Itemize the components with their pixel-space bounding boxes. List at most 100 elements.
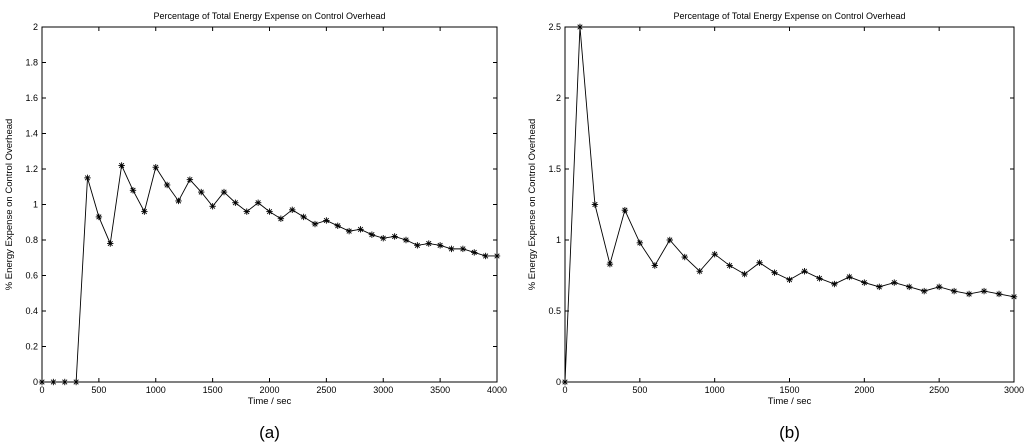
data-point-marker [681, 253, 688, 261]
x-tick-label: 1000 [705, 385, 725, 395]
data-point-marker [621, 206, 629, 214]
data-point-marker [107, 240, 114, 247]
x-tick-label: 2500 [929, 385, 949, 395]
figure-caption: (b) [779, 423, 800, 442]
data-point-marker [61, 378, 68, 386]
data-point-marker [606, 260, 614, 268]
data-point-marker [995, 290, 1003, 298]
plot-frame [41, 26, 498, 383]
chart-title: Percentage of Total Energy Expense on Co… [674, 11, 906, 21]
data-point-marker [801, 268, 808, 275]
data-point-marker [266, 208, 273, 215]
x-tick-label: 500 [632, 385, 647, 395]
x-tick-label: 3500 [430, 385, 450, 395]
x-tick-label: 3000 [373, 385, 393, 395]
figure-caption: (a) [259, 423, 280, 442]
data-point-marker [289, 206, 296, 214]
data-point-marker [163, 181, 171, 189]
x-tick-label: 500 [91, 385, 106, 395]
data-point-marker [921, 287, 928, 295]
y-tick-label: 0.4 [25, 306, 38, 316]
x-tick-label: 3000 [1004, 385, 1024, 395]
data-point-marker [402, 236, 410, 244]
data-point-marker [220, 188, 228, 196]
data-point-marker [198, 188, 205, 196]
data-point-marker [323, 217, 330, 224]
y-tick-label: 0.6 [25, 271, 38, 281]
y-axis-label: % Energy Expense on Control Overhead [4, 119, 15, 291]
data-point-marker [72, 378, 80, 386]
y-tick-label: 2.5 [548, 22, 561, 32]
chart-title: Percentage of Total Energy Expense on Co… [154, 11, 386, 21]
x-axis-label: Time / sec [768, 396, 812, 407]
y-tick-label: 1 [556, 235, 561, 245]
y-tick-label: 2 [556, 93, 561, 103]
data-point-marker [591, 201, 599, 208]
data-point-marker [876, 283, 883, 291]
y-tick-label: 2 [33, 22, 38, 32]
data-point-marker [711, 251, 718, 258]
data-point-marker [576, 23, 584, 31]
y-axis-label: % Energy Expense on Control Overhead [527, 119, 538, 291]
data-point-marker [696, 268, 703, 275]
y-tick-label: 0 [33, 377, 38, 387]
y-tick-label: 1.5 [548, 164, 561, 174]
data-point-marker [846, 273, 853, 281]
data-point-marker [95, 213, 103, 221]
y-tick-label: 0 [556, 377, 561, 387]
x-tick-label: 2500 [316, 385, 336, 395]
data-point-marker [861, 279, 868, 286]
data-point-marker [980, 287, 988, 295]
data-point-marker [471, 249, 478, 256]
data-point-marker [368, 231, 376, 238]
data-point-marker [561, 378, 569, 386]
data-point-marker [118, 162, 125, 169]
x-tick-label: 2000 [854, 385, 874, 395]
x-tick-label: 1000 [146, 385, 166, 395]
data-point-marker [232, 199, 239, 206]
data-point-marker [186, 176, 194, 183]
data-point-marker [334, 222, 341, 229]
x-axis-label: Time / sec [248, 396, 292, 407]
data-point-marker [243, 208, 250, 215]
data-point-marker [391, 233, 398, 240]
data-point-marker [380, 235, 387, 242]
data-point-marker [84, 174, 91, 182]
x-tick-label: 1500 [203, 385, 223, 395]
data-point-marker [425, 240, 432, 247]
data-point-marker [741, 270, 748, 278]
data-point-marker [950, 287, 958, 295]
data-point-marker [414, 242, 421, 249]
data-point-marker [965, 290, 973, 298]
series-line [42, 163, 497, 383]
y-tick-label: 0.8 [25, 235, 38, 245]
data-point-marker [935, 283, 943, 291]
data-point-marker [1010, 293, 1018, 300]
y-tick-label: 1.2 [25, 164, 38, 174]
y-tick-label: 1.6 [25, 93, 38, 103]
data-point-marker [726, 262, 733, 269]
y-tick-label: 0.5 [548, 306, 561, 316]
data-point-marker [786, 276, 793, 283]
data-point-marker [771, 269, 778, 276]
data-point-marker [129, 187, 137, 194]
data-point-marker [906, 283, 913, 291]
plot-frame [564, 26, 1015, 383]
data-point-marker [831, 280, 838, 288]
chart-b: Percentage of Total Energy Expense on Co… [527, 11, 1024, 442]
data-point-marker [209, 203, 216, 210]
data-point-marker [175, 197, 182, 205]
data-point-marker [891, 279, 898, 286]
data-point-marker [277, 215, 285, 222]
x-tick-label: 4000 [487, 385, 507, 395]
data-point-marker [50, 378, 57, 386]
x-tick-label: 2000 [259, 385, 279, 395]
y-tick-label: 1.8 [25, 58, 38, 68]
data-point-marker [448, 245, 455, 253]
x-tick-label: 1500 [779, 385, 799, 395]
data-point-marker [345, 227, 353, 235]
data-point-marker [436, 242, 444, 249]
data-point-marker [493, 252, 501, 260]
data-point-marker [254, 199, 262, 206]
